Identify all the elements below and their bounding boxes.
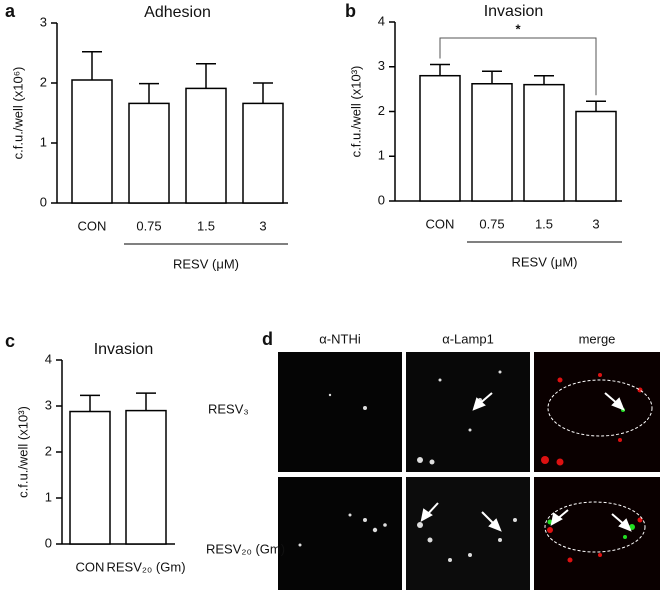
y-axis-label: c.f.u./well (x10⁶)	[10, 67, 25, 160]
x-tick-label: 3	[592, 216, 599, 231]
cell-outline	[544, 501, 646, 553]
spots	[298, 370, 517, 562]
y-tick-label: 0	[40, 194, 47, 209]
x-tick-label: CON	[426, 216, 455, 231]
row-label: RESV₃	[208, 401, 249, 416]
y-tick-label: 2	[45, 443, 52, 458]
arrows	[420, 392, 632, 532]
image	[278, 352, 402, 472]
image	[406, 352, 530, 472]
chart-title: Adhesion	[144, 4, 211, 21]
bar	[71, 79, 113, 204]
x-tick-label: CON	[78, 218, 107, 233]
column-header: merge	[579, 331, 616, 346]
y-axis-label: c.f.u./well (x10³)	[15, 406, 30, 498]
panel-letter: d	[262, 329, 273, 349]
image	[406, 477, 530, 590]
x-tick-label: RESV₂₀ (Gm)	[106, 559, 185, 574]
x-tick-label: 3	[259, 218, 266, 233]
microscopy-panel: d α-NTHi α-Lamp1 merge RESV₃ RESV₂₀ (Gm)	[206, 329, 660, 590]
bar	[242, 102, 284, 204]
image	[534, 352, 660, 472]
y-tick-label: 4	[45, 351, 52, 366]
y-tick-label: 3	[378, 58, 385, 73]
y-tick-label: 0	[45, 535, 52, 550]
group-label: RESV (μM)	[512, 254, 578, 269]
panel-letter: a	[5, 1, 16, 21]
x-tick-label: 1.5	[197, 218, 215, 233]
image	[534, 477, 660, 590]
bar	[128, 102, 170, 204]
y-tick-label: 0	[378, 192, 385, 207]
cell-outline	[547, 379, 653, 437]
y-tick-label: 1	[378, 148, 385, 163]
bar	[575, 110, 617, 202]
significance-label: *	[515, 21, 521, 36]
panel-letter: b	[345, 1, 356, 21]
panel-letter: c	[5, 331, 15, 351]
bar	[125, 409, 167, 545]
significance-bracket	[439, 37, 597, 96]
x-tick-label: CON	[76, 559, 105, 574]
y-tick-label: 1	[40, 134, 47, 149]
column-header: α-Lamp1	[442, 331, 494, 346]
bar	[185, 87, 227, 204]
y-axis-label: c.f.u./well (x10³)	[348, 66, 363, 158]
y-tick-label: 2	[378, 103, 385, 118]
y-tick-label: 2	[40, 74, 47, 89]
bar	[419, 74, 461, 202]
red-spots	[541, 373, 643, 563]
y-tick-label: 3	[45, 397, 52, 412]
chart-title: Invasion	[94, 341, 154, 358]
x-tick-label: 0.75	[479, 216, 504, 231]
column-header: α-NTHi	[319, 331, 361, 346]
x-tick-label: 0.75	[136, 218, 161, 233]
group-label: RESV (μM)	[173, 256, 239, 271]
bar	[471, 83, 513, 202]
y-tick-label: 3	[40, 14, 47, 29]
y-tick-label: 4	[378, 13, 385, 28]
x-tick-label: 1.5	[535, 216, 553, 231]
y-tick-label: 1	[45, 489, 52, 504]
bar	[69, 410, 111, 545]
row-label: RESV₂₀ (Gm)	[206, 541, 285, 556]
bar	[523, 83, 565, 202]
image	[278, 477, 402, 590]
chart-title: Invasion	[484, 3, 544, 20]
